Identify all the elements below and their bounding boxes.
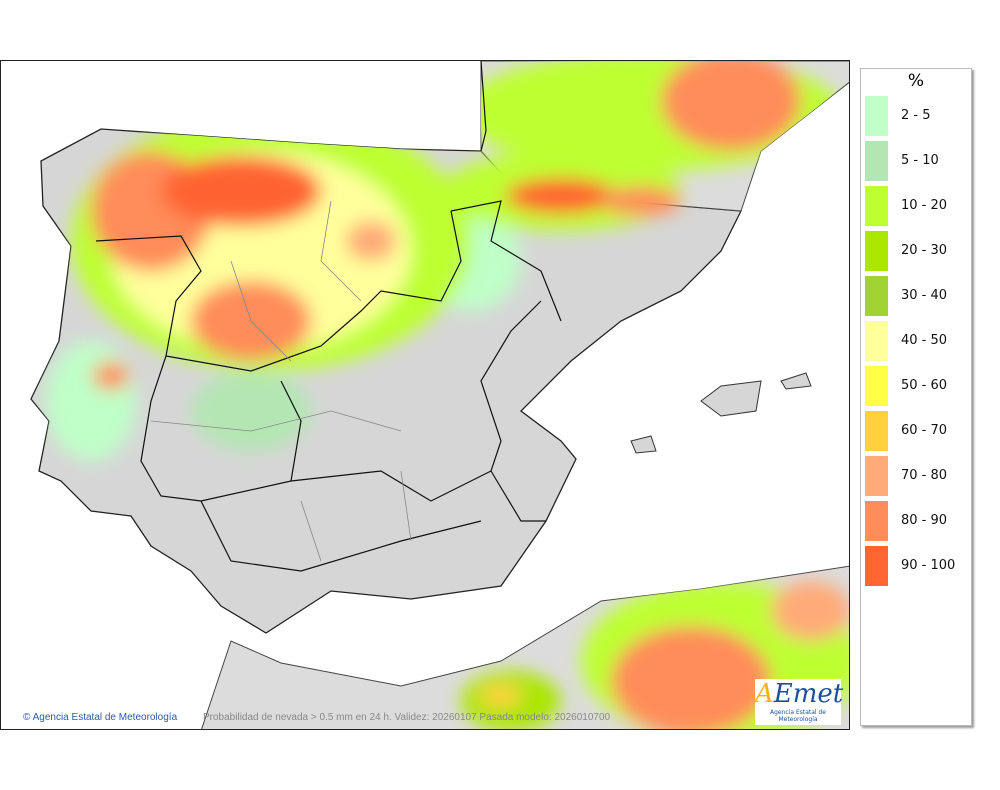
legend-item: 50 - 60 xyxy=(865,366,969,406)
legend: % 2 - 5 5 - 10 10 - 20 20 - 30 30 - 40 40 - 5… xyxy=(860,68,972,726)
logo-mark: AEmet xyxy=(755,679,844,709)
legend-item: 30 - 40 xyxy=(865,276,969,316)
legend-item: 10 - 20 xyxy=(865,186,969,226)
legend-item: 40 - 50 xyxy=(865,321,969,361)
legend-label: 70 - 80 xyxy=(901,468,948,483)
legend-swatch xyxy=(865,456,888,496)
legend-label: 20 - 30 xyxy=(901,243,948,258)
probability-fields xyxy=(46,61,849,729)
region-borders xyxy=(95,61,562,572)
map-description: Probabilidad de nevada > 0.5 mm en 24 h.… xyxy=(203,712,611,723)
legend-item: 20 - 30 xyxy=(865,231,969,271)
legend-label: 40 - 50 xyxy=(901,333,948,348)
map-canvas xyxy=(30,61,849,729)
legend-swatch xyxy=(865,546,888,586)
legend-swatch xyxy=(865,411,888,451)
legend-label: 10 - 20 xyxy=(901,198,948,213)
legend-label: 2 - 5 xyxy=(901,108,931,123)
legend-label: 30 - 40 xyxy=(901,288,948,303)
ibiza xyxy=(630,435,657,454)
legend-label: 5 - 10 xyxy=(901,153,939,168)
province-borders xyxy=(150,200,412,562)
copyright-credit[interactable]: © Agencia Estatal de Meteorología xyxy=(23,712,178,723)
legend-swatch xyxy=(865,186,888,226)
legend-swatch xyxy=(865,321,888,361)
legend-item: 90 - 100 xyxy=(865,546,969,586)
legend-item: 60 - 70 xyxy=(865,411,969,451)
legend-swatch xyxy=(865,231,888,271)
legend-item: 5 - 10 xyxy=(865,141,969,181)
legend-title: % xyxy=(907,71,925,91)
legend-label: 80 - 90 xyxy=(901,513,948,528)
legend-label: 90 - 100 xyxy=(901,558,956,573)
credit-text: Agencia Estatal de Meteorología xyxy=(32,712,178,723)
legend-swatch xyxy=(865,366,888,406)
legend-swatch xyxy=(865,141,888,181)
legend-item: 2 - 5 xyxy=(865,96,969,136)
legend-item: 70 - 80 xyxy=(865,456,969,496)
menorca xyxy=(780,372,812,390)
legend-label: 50 - 60 xyxy=(901,378,948,393)
aemet-logo: AEmet Agencia Estatal de Meteorología xyxy=(755,679,844,725)
mallorca xyxy=(700,380,762,417)
legend-swatch xyxy=(865,96,888,136)
legend-label: 60 - 70 xyxy=(901,423,948,438)
snow-probability-map: © Agencia Estatal de Meteorología Probab… xyxy=(0,60,850,730)
logo-subtitle: Agencia Estatal de Meteorología xyxy=(769,709,826,723)
legend-item: 80 - 90 xyxy=(865,501,969,541)
legend-swatch xyxy=(865,276,888,316)
legend-swatch xyxy=(865,501,888,541)
